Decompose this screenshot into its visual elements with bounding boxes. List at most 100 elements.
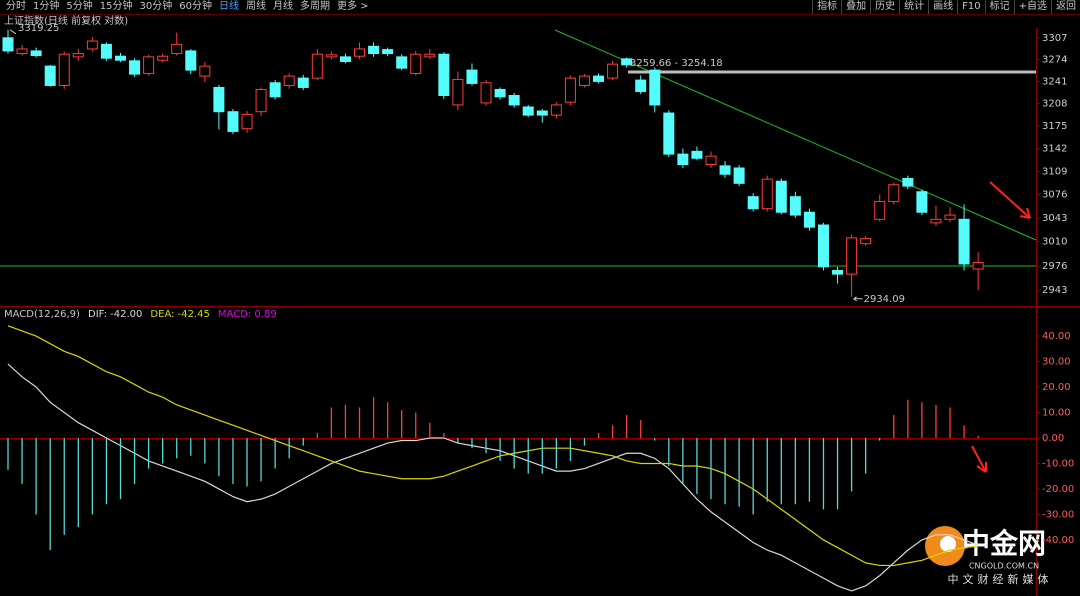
- y-tick-label: -30.00: [1042, 509, 1074, 520]
- candle-body: [58, 53, 70, 86]
- candle-body: [803, 211, 815, 228]
- candle-body: [16, 48, 28, 55]
- period-tab[interactable]: 月线: [272, 1, 293, 12]
- candle-body: [860, 238, 872, 245]
- candle-body: [227, 111, 239, 132]
- candle-body: [930, 218, 942, 224]
- candle-body: [452, 78, 464, 106]
- candle-body: [888, 184, 900, 203]
- tool-button[interactable]: 画线: [928, 0, 957, 14]
- y-tick-label: -10.00: [1042, 458, 1074, 469]
- annotation-arrow: [853, 296, 863, 302]
- candle-body: [199, 65, 211, 77]
- period-tab[interactable]: 更多 >: [336, 1, 369, 12]
- candle-body: [817, 224, 829, 268]
- period-tab[interactable]: 周线: [245, 1, 266, 12]
- candle-body: [621, 58, 633, 66]
- candle-body: [522, 106, 534, 116]
- y-tick-label: 3109: [1042, 166, 1067, 177]
- period-tabs: 分时 1分钟 5分钟 15分钟 30分钟 60分钟 日线 周线 月线 多周期 更多 >: [6, 0, 369, 14]
- tool-button[interactable]: 标记: [984, 0, 1014, 14]
- candle-body: [846, 237, 858, 275]
- candle-body: [958, 218, 970, 265]
- candle-body: [114, 55, 126, 61]
- candle-body: [213, 86, 225, 113]
- candle-body: [593, 75, 605, 82]
- legend-item: MACD: 0.89: [218, 309, 277, 320]
- candle-body: [691, 150, 703, 159]
- candle-body: [438, 53, 450, 97]
- candle-body: [733, 167, 745, 184]
- tool-button[interactable]: +自选: [1013, 0, 1051, 14]
- watermark-slogan: 中文财经新媒体: [948, 572, 1053, 586]
- candle-body: [775, 180, 787, 213]
- watermark-url: CNGOLD.COM.CN: [969, 562, 1039, 571]
- indicator-line: [7, 325, 979, 567]
- candle-body: [100, 43, 112, 59]
- period-tab[interactable]: 60分钟: [179, 1, 212, 12]
- candle-body: [72, 53, 84, 58]
- y-tick-label: 40.00: [1042, 331, 1071, 342]
- legend-item: DIF: -42.00: [88, 309, 142, 320]
- legend-item: DEA: -42.45: [150, 309, 209, 320]
- y-tick-label: -20.00: [1042, 484, 1074, 495]
- period-tab[interactable]: 分时: [6, 1, 26, 12]
- annotation: 2934.09: [864, 294, 905, 305]
- y-tick-label: 30.00: [1042, 357, 1071, 368]
- y-tick-label: 2976: [1042, 261, 1067, 272]
- y-tick-label: 3043: [1042, 213, 1067, 224]
- chart-title: 上证指数(日线 前复权 对数): [4, 14, 128, 27]
- candle-body: [424, 53, 436, 58]
- period-tab[interactable]: 5分钟: [66, 1, 93, 12]
- tool-button[interactable]: F10: [957, 0, 984, 14]
- y-tick-label: 3175: [1042, 121, 1067, 132]
- annotation: 3319.25: [18, 23, 59, 34]
- candle-body: [677, 153, 689, 166]
- tool-button[interactable]: 历史: [870, 0, 899, 14]
- y-tick-label: 20.00: [1042, 382, 1071, 393]
- period-tab[interactable]: 多周期: [299, 1, 330, 12]
- candle-body: [663, 112, 675, 155]
- period-tab[interactable]: 30分钟: [139, 1, 173, 12]
- candle-body: [30, 50, 42, 57]
- arrow: [971, 445, 987, 473]
- candle-body: [354, 48, 365, 57]
- y-tick-label: 3307: [1042, 33, 1067, 44]
- candle-body: [283, 75, 295, 86]
- period-tab[interactable]: 15分钟: [99, 1, 133, 12]
- tool-button[interactable]: 返回: [1051, 0, 1080, 14]
- candle-body: [171, 43, 183, 55]
- candle-body: [761, 178, 773, 210]
- y-tick-label: 2943: [1042, 285, 1067, 296]
- candle-body: [143, 56, 155, 74]
- tool-button[interactable]: 指标: [812, 0, 841, 14]
- trend-line: [554, 29, 1037, 241]
- candle-body: [241, 113, 253, 130]
- annotation: 3259.66 - 3254.18: [630, 58, 723, 69]
- tool-button[interactable]: 统计: [899, 0, 928, 14]
- candle-body: [874, 201, 886, 220]
- candle-body: [129, 60, 141, 75]
- candle-body: [311, 53, 323, 79]
- candle-body: [649, 69, 661, 106]
- candle-body: [719, 165, 731, 175]
- candle-body: [185, 50, 197, 71]
- candle-body: [550, 104, 562, 116]
- candle-body: [368, 45, 380, 55]
- period-tab[interactable]: 1分钟: [33, 1, 60, 12]
- candle-body: [396, 56, 408, 69]
- candle-body: [410, 53, 422, 74]
- tool-buttons: 指标 叠加 历史 统计 画线 F10 标记 +自选 返回: [812, 0, 1080, 14]
- candle-body: [297, 77, 309, 88]
- candle-body: [466, 69, 478, 84]
- candle-body: [916, 191, 928, 213]
- toolbar: 分时 1分钟 5分钟 15分钟 30分钟 60分钟 日线 周线 月线 多周期 更多 > 指标 叠加 历史…: [0, 0, 1080, 14]
- tool-button[interactable]: 叠加: [841, 0, 870, 14]
- candle-body: [832, 269, 844, 275]
- arrow: [989, 181, 1031, 219]
- candle-body: [789, 196, 801, 216]
- y-tick-label: 3142: [1042, 144, 1067, 155]
- period-tab[interactable]: 日线: [218, 1, 239, 12]
